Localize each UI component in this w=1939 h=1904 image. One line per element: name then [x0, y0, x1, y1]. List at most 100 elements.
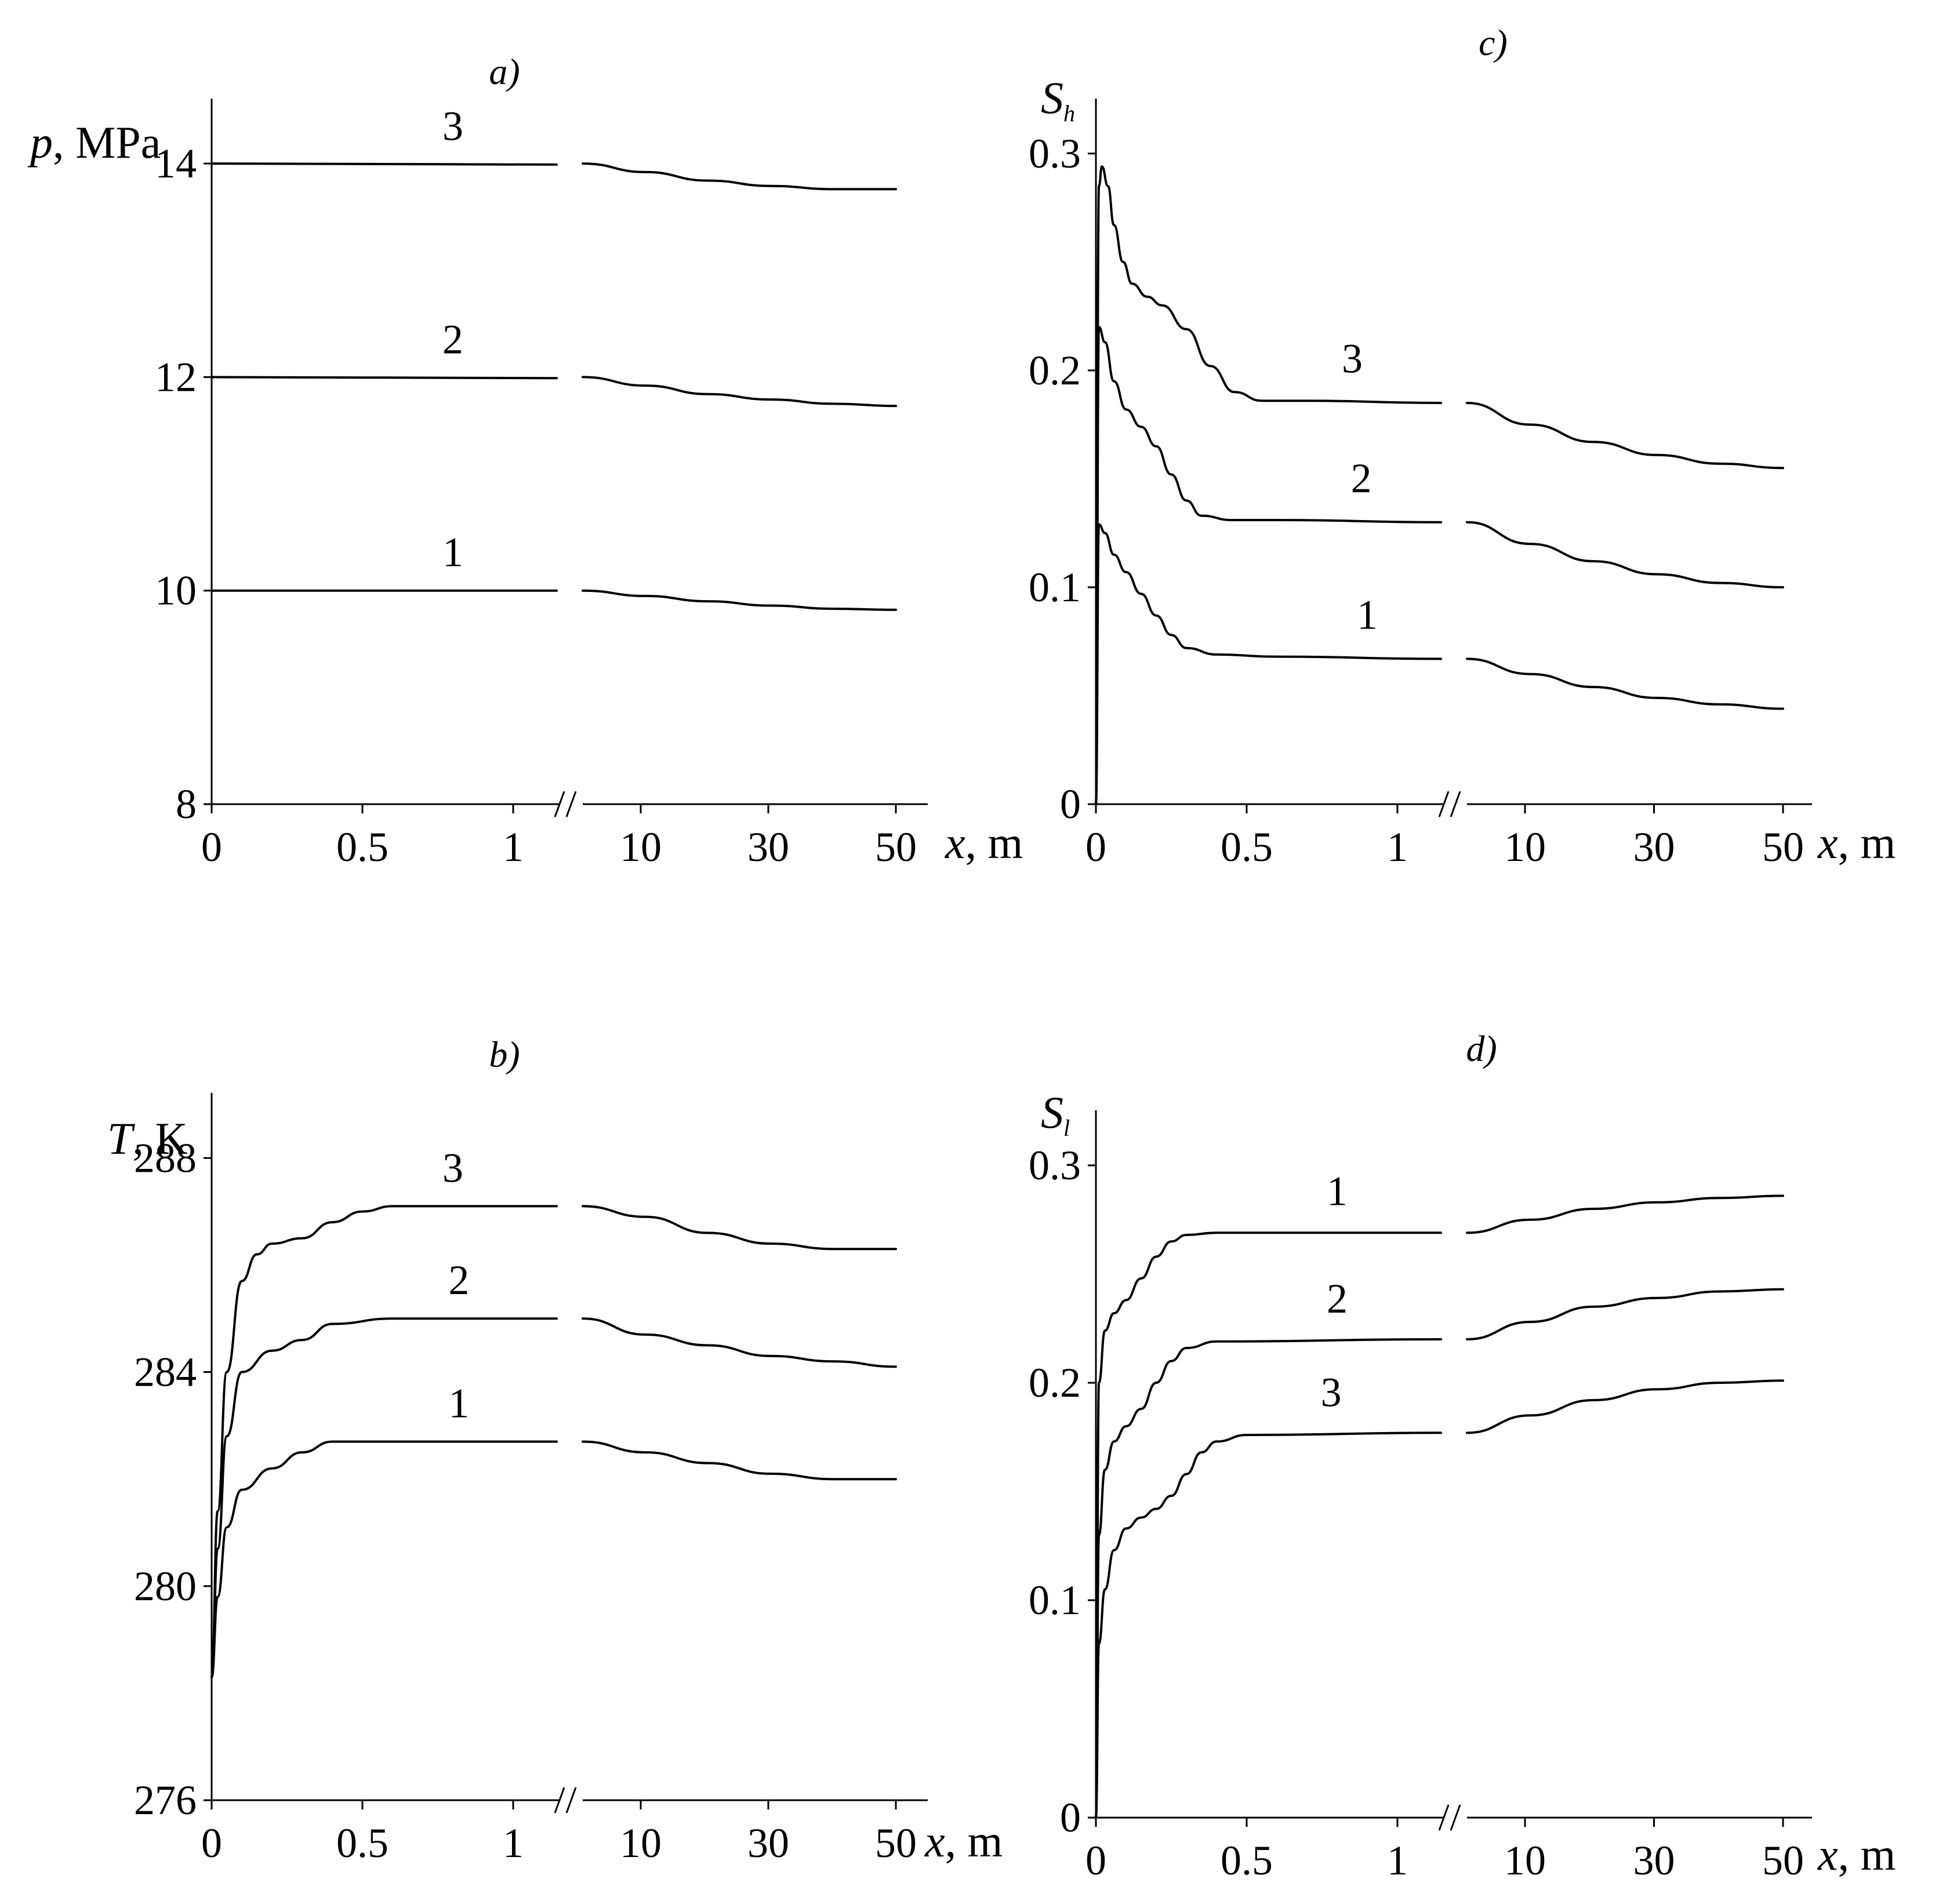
x-tick-label-b: 10	[620, 1820, 662, 1866]
x-tick-label-b: 50	[875, 1820, 917, 1866]
panel-b: b) 276 280 284 288 0 0.5 1 10 30 50 T, K x, m 1 2 3	[107, 1034, 1003, 1866]
y-axis-subscript: h	[1063, 100, 1075, 126]
series-3-far-curve	[582, 162, 897, 191]
panel-title-b: b)	[489, 1034, 520, 1075]
series-1-near-curve	[1095, 1231, 1442, 1819]
series-3-near-curve	[210, 1205, 558, 1678]
series-2-near-curve	[1095, 326, 1442, 805]
x-axis-unit: , m	[965, 817, 1023, 868]
series-3-near-curve	[1095, 1431, 1442, 1819]
y-axis-unit: , MPa	[53, 117, 161, 168]
x-axis-variable: x	[1817, 817, 1838, 868]
y-axis-label-b: T, K	[107, 1113, 188, 1164]
x-tick-label-c: 0	[1085, 824, 1106, 870]
series-label-1: 1	[1327, 1168, 1348, 1214]
axis-break-mark	[565, 791, 577, 817]
x-tick-label-d: 10	[1504, 1837, 1546, 1884]
y-axis-variable: S	[1041, 72, 1063, 123]
x-tick-label-b: 0.5	[336, 1820, 388, 1866]
y-axis-label-d: Sl	[1041, 1087, 1070, 1141]
series-3-near-curve	[210, 162, 558, 166]
x-axis-unit: , m	[945, 1816, 1003, 1866]
y-axis-variable: T	[107, 1113, 135, 1164]
x-tick-label-a: 0.5	[336, 824, 388, 870]
panel-title-d: d)	[1466, 1028, 1497, 1069]
x-axis-unit: , m	[1838, 817, 1896, 868]
series-1-far-curve	[1466, 1194, 1784, 1234]
y-axis-label-a: p, MPa	[27, 117, 161, 168]
x-tick-label-a: 10	[620, 824, 662, 870]
x-tick-label-b: 30	[747, 1820, 789, 1866]
x-tick-label-d: 0	[1085, 1837, 1106, 1884]
y-tick-label-d: 0.2	[1029, 1360, 1081, 1406]
axis-break-mark	[554, 791, 565, 817]
series-label-1: 1	[1357, 592, 1378, 638]
series-label-2: 2	[448, 1257, 469, 1303]
axis-break-mark	[554, 1787, 565, 1814]
panel-title-a: a)	[489, 51, 520, 92]
series-label-3: 3	[1321, 1369, 1342, 1415]
series-label-2: 2	[1327, 1276, 1348, 1322]
x-axis-label-b: x, m	[924, 1816, 1003, 1866]
axis-break-mark	[1450, 791, 1461, 817]
y-tick-label-c: 0.1	[1029, 564, 1081, 611]
series-2-far-curve	[582, 1317, 897, 1368]
x-tick-label-b: 0	[201, 1820, 222, 1866]
series-label-3: 3	[1342, 335, 1363, 381]
series-3-near-curve	[1095, 165, 1442, 805]
series-3-far-curve	[1466, 402, 1784, 470]
x-tick-label-b: 1	[503, 1820, 524, 1866]
panel-d: d) 0 0.1 0.2 0.3 0 0.5 1 10 30 50 Sl x, m 1 2 3	[1029, 1028, 1896, 1884]
series-2-near-curve	[1095, 1338, 1442, 1819]
x-axis-variable: x	[924, 1816, 945, 1866]
y-tick-label-d: 0.3	[1029, 1142, 1081, 1189]
x-tick-label-a: 50	[875, 824, 917, 870]
axis-break-mark	[1438, 791, 1450, 817]
x-axis-variable: x	[1817, 1829, 1838, 1880]
y-axis-label-c: Sh	[1041, 72, 1075, 126]
x-axis-label-d: x, m	[1817, 1829, 1896, 1880]
series-label-1: 1	[448, 1380, 469, 1427]
x-tick-label-d: 0.5	[1221, 1837, 1273, 1884]
series-2-near-curve	[210, 376, 558, 380]
y-tick-label-a: 14	[155, 140, 197, 187]
x-tick-label-c: 0.5	[1221, 824, 1273, 870]
series-1-far-curve	[1466, 657, 1784, 710]
series-3-far-curve	[1466, 1379, 1784, 1434]
series-2-far-curve	[582, 376, 897, 408]
series-label-3: 3	[442, 1144, 463, 1191]
y-axis-subscript: l	[1063, 1115, 1070, 1141]
series-3-far-curve	[582, 1205, 897, 1251]
x-tick-label-c: 50	[1762, 824, 1804, 870]
series-label-2: 2	[442, 317, 463, 363]
x-axis-label-a: x, m	[945, 817, 1023, 868]
series-1-far-curve	[582, 589, 897, 611]
y-tick-label-b: 288	[134, 1135, 197, 1181]
x-tick-label-a: 1	[503, 824, 524, 870]
axis-break-mark	[1450, 1804, 1461, 1831]
axis-break-mark	[565, 1787, 577, 1814]
x-tick-label-d: 50	[1762, 1837, 1804, 1884]
x-tick-label-a: 30	[747, 824, 789, 870]
x-axis-variable: x	[945, 817, 965, 868]
series-label-3: 3	[442, 103, 463, 149]
x-tick-label-c: 10	[1504, 824, 1546, 870]
x-tick-label-a: 0	[201, 824, 222, 870]
panel-c: c) 0 0.1 0.2 0.3 0 0.5 1 10 30 50 Sh x, m 1 2 3	[1029, 22, 1896, 870]
y-axis-variable: S	[1041, 1087, 1063, 1138]
y-tick-label-a: 10	[155, 568, 197, 614]
series-2-far-curve	[1466, 1288, 1784, 1340]
y-axis-variable: p	[27, 117, 53, 168]
axis-break-mark	[1438, 1804, 1450, 1831]
x-axis-label-c: x, m	[1817, 817, 1896, 868]
y-tick-label-d: 0.1	[1029, 1577, 1081, 1623]
x-axis-unit: , m	[1838, 1829, 1896, 1880]
y-tick-label-c: 0.2	[1029, 347, 1081, 394]
series-2-near-curve	[210, 1317, 558, 1678]
series-1-near-curve	[210, 1440, 558, 1678]
x-tick-label-d: 30	[1633, 1837, 1675, 1884]
x-tick-label-d: 1	[1387, 1837, 1408, 1884]
x-tick-label-c: 30	[1633, 824, 1675, 870]
